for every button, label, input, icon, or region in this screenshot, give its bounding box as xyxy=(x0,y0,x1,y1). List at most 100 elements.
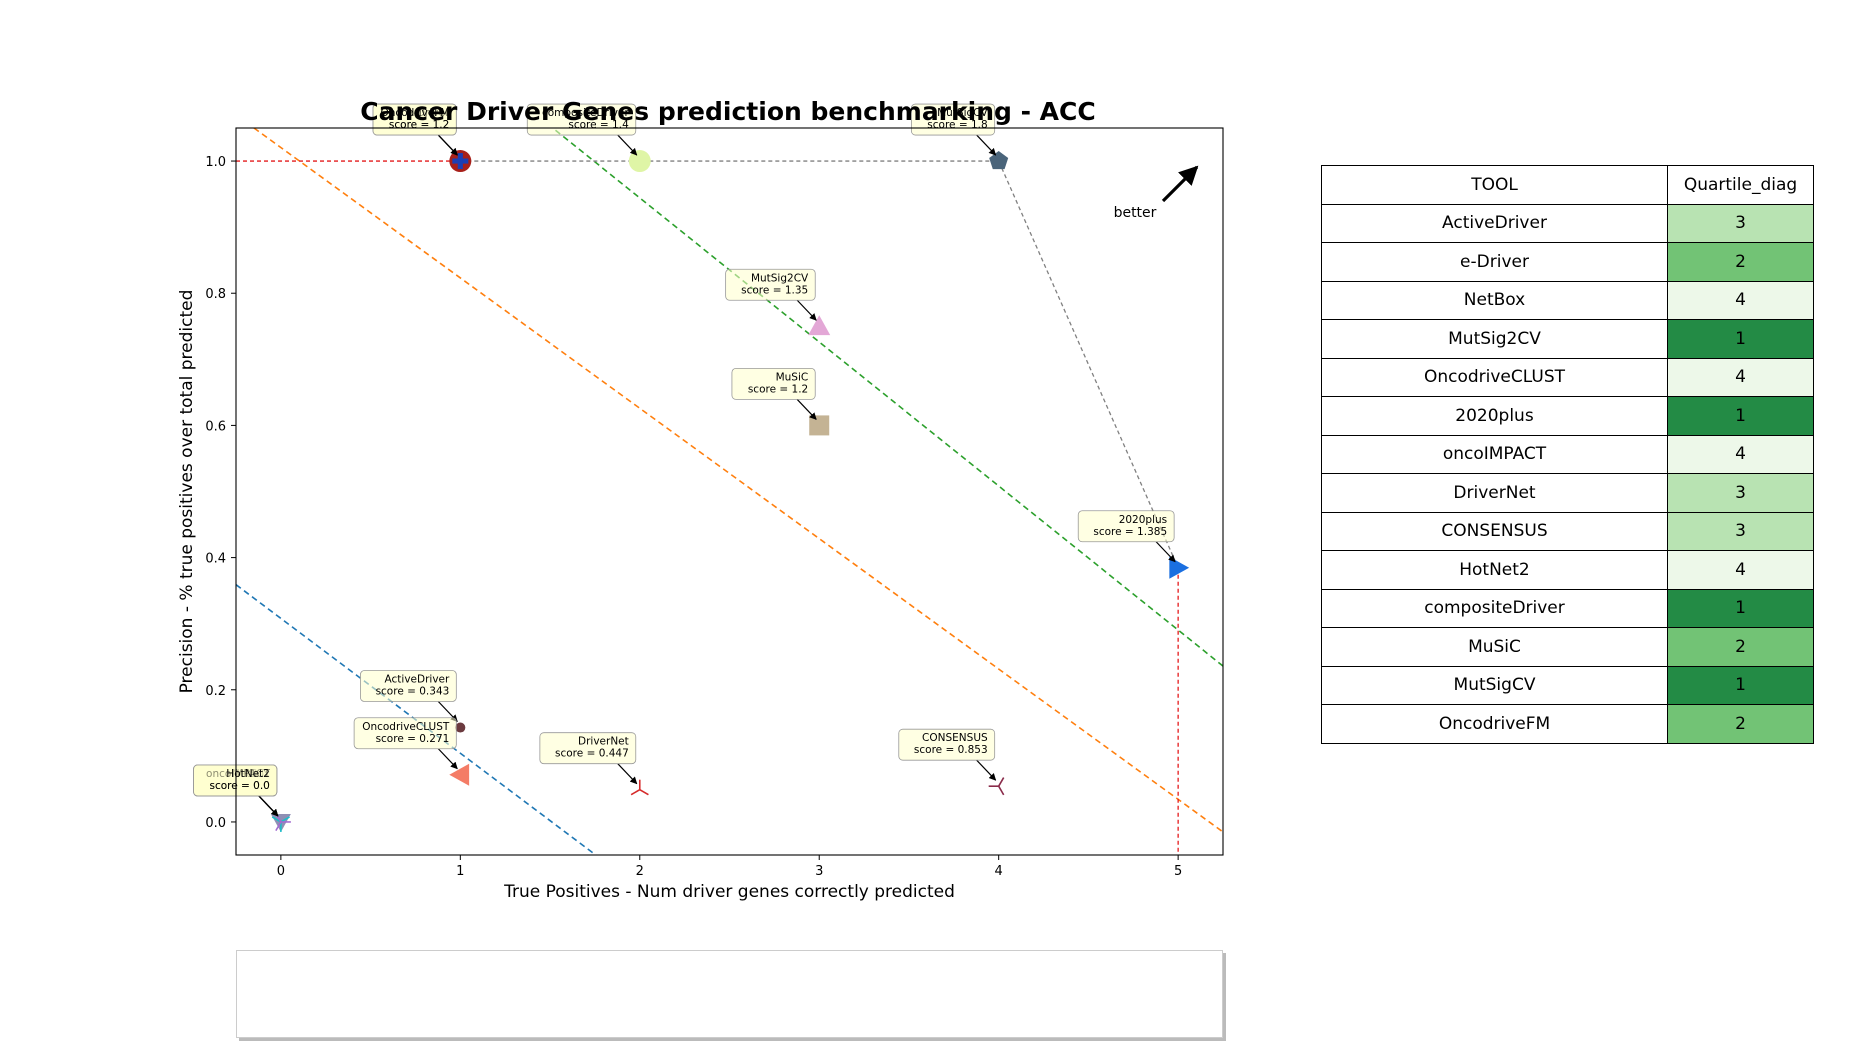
annotation-text: score = 1.385 xyxy=(1093,526,1167,538)
point-drivernet xyxy=(630,779,649,796)
annotation-text: 2020plus xyxy=(1119,514,1167,526)
x-tick-label: 2 xyxy=(636,864,644,879)
y-axis-label: Precision - % true positives over total … xyxy=(177,290,197,694)
table-row: NetBox 4 xyxy=(1321,280,1814,320)
table-row: 2020plus 1 xyxy=(1321,396,1814,436)
point-activedriver xyxy=(455,722,466,733)
chart-title: Cancer Driver Genes prediction benchmark… xyxy=(360,97,1095,126)
quartile-cell: 4 xyxy=(1667,550,1814,590)
table-header: TOOL Quartile_diag xyxy=(1321,165,1814,205)
quartile-table: TOOL Quartile_diag ActiveDriver 3 e-Driver 2 N… xyxy=(1321,165,1814,744)
y-tick-label: 0.4 xyxy=(205,552,226,567)
y-tick-label: 0.8 xyxy=(205,287,226,302)
quartile-cell: Quartile_diag xyxy=(1667,165,1814,205)
table-row: MutSig2CV 1 xyxy=(1321,319,1814,359)
annotation-text: score = 0.0 xyxy=(209,780,269,792)
point-mutsigcv xyxy=(989,151,1009,170)
annotation-text: CONSENSUS xyxy=(922,732,988,744)
y-tick-label: 0.0 xyxy=(205,816,226,831)
tool-cell: MutSigCV xyxy=(1321,665,1668,705)
quartile-cell: 1 xyxy=(1667,588,1814,628)
annotation-text: compositeDriver xyxy=(542,107,629,119)
table-row: OncodriveFM 2 xyxy=(1321,704,1814,744)
annotation-text: OncodriveFM xyxy=(381,107,450,119)
annotation-text: score = 0.853 xyxy=(914,744,988,756)
tool-cell: DriverNet xyxy=(1321,473,1668,513)
x-tick-label: 5 xyxy=(1174,864,1182,879)
annotation-text: score = 0.271 xyxy=(376,733,450,745)
point-2020plus xyxy=(1169,556,1190,579)
y-tick-label: 0.6 xyxy=(205,419,226,434)
point-consensus xyxy=(988,777,1005,796)
tool-cell: oncoIMPACT xyxy=(1321,434,1668,474)
point-oncodriveclust xyxy=(449,763,470,786)
annotation-text: MuSiC xyxy=(776,371,809,383)
annotation-text: score = 0.447 xyxy=(555,748,629,760)
point-mutsig2cv xyxy=(808,315,831,336)
point-compositedriver xyxy=(628,150,651,173)
annotation-text: score = 0.343 xyxy=(376,686,450,698)
tool-cell: MuSiC xyxy=(1321,627,1668,667)
annotation-text: score = 1.2 xyxy=(748,383,808,395)
x-axis-label: True Positives - Num driver genes correc… xyxy=(503,882,955,902)
tool-cell: MutSig2CV xyxy=(1321,319,1668,359)
y-tick-label: 1.0 xyxy=(205,155,226,170)
table-row: OncodriveCLUST 4 xyxy=(1321,357,1814,397)
x-tick-label: 4 xyxy=(995,864,1003,879)
annotation-text: DriverNet xyxy=(578,736,629,748)
better-arrow xyxy=(1161,165,1199,203)
quartile-cell: 2 xyxy=(1667,627,1814,667)
quartile-line xyxy=(253,128,1223,833)
tool-cell: ActiveDriver xyxy=(1321,203,1668,243)
annotation-text: MutSig2CV xyxy=(751,272,809,284)
annotation-text: MutSigCV xyxy=(937,107,988,119)
tool-cell: 2020plus xyxy=(1321,396,1668,436)
point-oncodrivefm xyxy=(452,153,469,170)
better-label: better xyxy=(1114,205,1157,221)
table-row: oncoIMPACT 4 xyxy=(1321,434,1814,474)
quartile-cell: 1 xyxy=(1667,665,1814,705)
quartile-cell: 1 xyxy=(1667,396,1814,436)
tool-cell: TOOL xyxy=(1321,165,1668,205)
pareto-frontier xyxy=(460,160,1179,569)
x-tick-label: 1 xyxy=(456,864,464,879)
table-row: HotNet2 4 xyxy=(1321,550,1814,590)
point-oncoimpact xyxy=(271,816,290,832)
tool-cell: compositeDriver xyxy=(1321,588,1668,628)
quartile-cell: 3 xyxy=(1667,511,1814,551)
tool-cell: e-Driver xyxy=(1321,242,1668,282)
y-tick-label: 0.2 xyxy=(205,684,226,699)
tool-cell: HotNet2 xyxy=(1321,550,1668,590)
table-row: MuSiC 2 xyxy=(1321,627,1814,667)
quartile-cell: 2 xyxy=(1667,704,1814,744)
plot-frame xyxy=(235,127,1224,856)
quartile-cell: 4 xyxy=(1667,434,1814,474)
quartile-cell: 3 xyxy=(1667,473,1814,513)
annotation-text: OncodriveCLUST xyxy=(362,721,450,733)
quartile-cell: 1 xyxy=(1667,319,1814,359)
point-music xyxy=(809,415,830,436)
tool-cell: OncodriveFM xyxy=(1321,704,1668,744)
plot-area xyxy=(236,128,1223,855)
quartile-line xyxy=(551,128,1223,668)
annotation-text: score = 1.35 xyxy=(741,284,808,296)
x-tick-label: 0 xyxy=(277,864,285,879)
annotation-text: ActiveDriver xyxy=(385,674,450,686)
quartile-cell: 4 xyxy=(1667,280,1814,320)
tool-cell: CONSENSUS xyxy=(1321,511,1668,551)
table-row: MutSigCV 1 xyxy=(1321,665,1814,705)
quartile-cell: 3 xyxy=(1667,203,1814,243)
quartile-cell: 4 xyxy=(1667,357,1814,397)
table-row: ActiveDriver 3 xyxy=(1321,203,1814,243)
quartile-cell: 2 xyxy=(1667,242,1814,282)
table-row: DriverNet 3 xyxy=(1321,473,1814,513)
